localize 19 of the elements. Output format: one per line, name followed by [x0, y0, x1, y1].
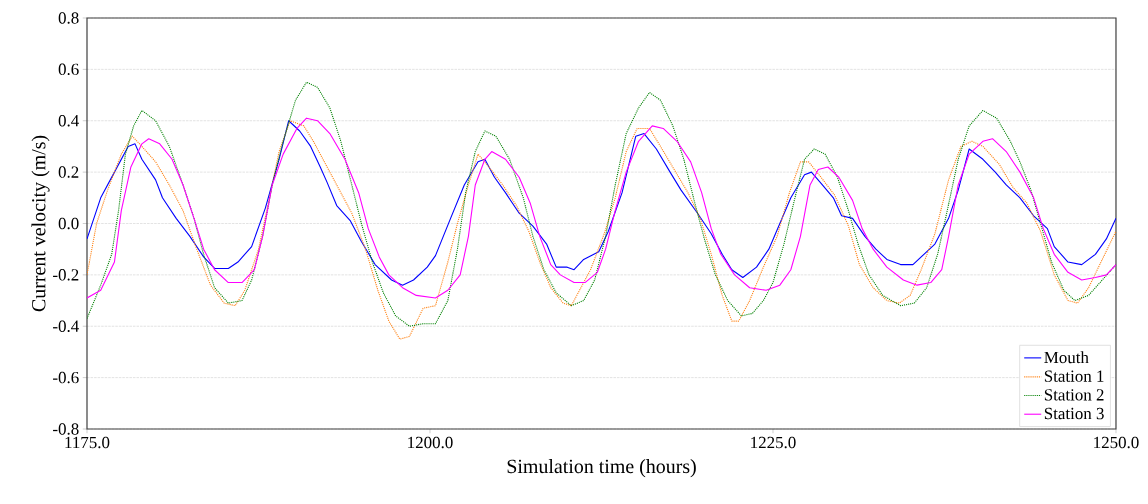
legend-label: Station 2: [1044, 389, 1104, 401]
legend-label: Station 1: [1044, 370, 1104, 382]
y-tick-label: 0.6: [58, 63, 79, 76]
y-axis-title: Current velocity (m/s): [31, 135, 50, 312]
y-tick-label: -0.6: [53, 371, 79, 384]
y-tick-label: -0.4: [53, 320, 79, 332]
x-tick-label: 1225.0: [751, 436, 796, 449]
y-tick-label: 0.4: [58, 114, 79, 127]
y-tick-label: -0.2: [53, 269, 79, 281]
y-tick-label: 0.2: [58, 166, 79, 178]
x-axis-title: Simulation time (hours): [507, 459, 696, 478]
x-tick-label: 1200.0: [408, 436, 453, 449]
legend-label: Station 3: [1044, 407, 1104, 420]
y-tick-label: 0.0: [58, 217, 79, 230]
x-tick-label: 1250.0: [1094, 436, 1139, 449]
legend-label: Mouth: [1044, 351, 1089, 364]
y-tick-label: -0.8: [53, 423, 79, 435]
x-tick-label: 1175.0: [65, 436, 110, 449]
y-tick-label: 0.8: [58, 12, 79, 24]
